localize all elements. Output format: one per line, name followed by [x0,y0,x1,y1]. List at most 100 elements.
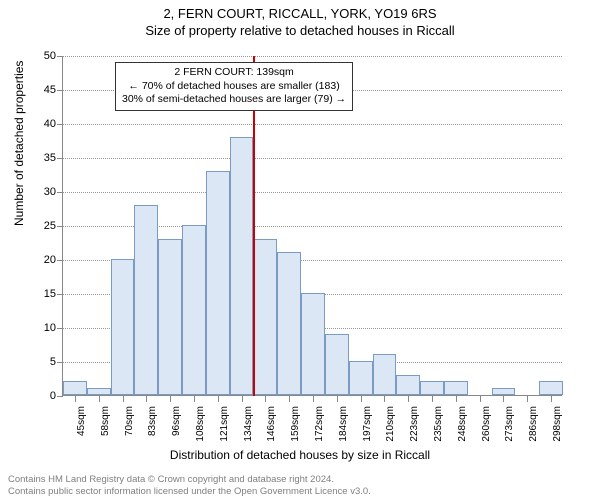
x-tick [75,396,76,402]
x-tick [337,396,338,402]
x-tick [480,396,481,402]
x-tick-label: 184sqm [338,406,349,442]
page-subtitle: Size of property relative to detached ho… [0,23,600,38]
x-tick [313,396,314,402]
y-tick-label: 50 [26,50,56,62]
histogram-bar [63,381,87,395]
grid-line [63,192,562,193]
x-tick [265,396,266,402]
x-tick [551,396,552,402]
y-tick [57,158,63,159]
x-tick-label: 248sqm [457,406,468,442]
y-tick [57,124,63,125]
y-axis-title: Number of detached properties [12,61,26,226]
histogram-bar [182,225,206,395]
x-tick [123,396,124,402]
histogram-bar [253,239,277,395]
x-tick [170,396,171,402]
x-tick [289,396,290,402]
histogram-bar [539,381,563,395]
x-tick [194,396,195,402]
y-tick-label: 5 [26,356,56,368]
annotation-line: 2 FERN COURT: 139sqm [122,66,346,80]
histogram-bar [325,334,349,395]
y-tick-label: 0 [26,390,56,402]
y-tick [57,192,63,193]
y-tick-label: 25 [26,220,56,232]
histogram-bar [492,388,516,395]
x-tick-label: 197sqm [362,406,373,442]
x-tick [218,396,219,402]
y-tick-label: 30 [26,186,56,198]
x-tick-label: 223sqm [409,406,420,442]
x-tick-label: 273sqm [504,406,515,442]
x-tick-label: 298sqm [552,406,563,442]
histogram-bar [373,354,397,395]
page-title: 2, FERN COURT, RICCALL, YORK, YO19 6RS [0,6,600,21]
x-tick [384,396,385,402]
annotation-box: 2 FERN COURT: 139sqm← 70% of detached ho… [115,62,353,111]
y-tick-label: 15 [26,288,56,300]
y-tick-label: 20 [26,254,56,266]
x-tick [242,396,243,402]
histogram-bar [158,239,182,395]
x-tick [99,396,100,402]
x-tick [456,396,457,402]
x-tick-label: 172sqm [314,406,325,442]
histogram-bar [301,293,325,395]
histogram-bar [444,381,468,395]
y-tick-label: 45 [26,84,56,96]
y-tick [57,396,63,397]
x-tick-label: 260sqm [481,406,492,442]
histogram-bar [277,252,301,395]
y-tick-label: 35 [26,152,56,164]
plot-region: 45sqm58sqm70sqm83sqm96sqm108sqm121sqm134… [62,56,562,396]
histogram-bar [87,388,111,395]
histogram-bar [420,381,444,395]
histogram-bar [349,361,373,395]
annotation-line: 30% of semi-detached houses are larger (… [122,93,346,107]
y-tick [57,226,63,227]
y-tick [57,362,63,363]
x-tick [146,396,147,402]
x-tick-label: 235sqm [433,406,444,442]
histogram-bar [396,375,420,395]
x-tick-label: 134sqm [243,406,254,442]
x-tick-label: 146sqm [266,406,277,442]
footer: Contains HM Land Registry data © Crown c… [8,474,592,498]
histogram-bar [230,137,254,395]
histogram-bar [206,171,230,395]
x-tick-label: 58sqm [100,406,111,436]
x-tick-label: 45sqm [76,406,87,436]
y-tick [57,90,63,91]
x-tick-label: 70sqm [124,406,135,436]
grid-line [63,158,562,159]
grid-line [63,124,562,125]
x-tick [503,396,504,402]
grid-line [63,56,562,57]
x-tick-label: 159sqm [290,406,301,442]
y-tick-label: 40 [26,118,56,130]
histogram-bar [134,205,158,395]
y-tick [57,294,63,295]
footer-line-1: Contains HM Land Registry data © Crown c… [8,474,592,486]
x-tick [361,396,362,402]
x-tick-label: 121sqm [219,406,230,442]
y-tick [57,260,63,261]
y-tick [57,328,63,329]
footer-line-2: Contains public sector information licen… [8,486,592,498]
x-tick [527,396,528,402]
x-tick-label: 83sqm [147,406,158,436]
x-tick [408,396,409,402]
y-tick-label: 10 [26,322,56,334]
histogram-chart: 45sqm58sqm70sqm83sqm96sqm108sqm121sqm134… [62,56,562,396]
histogram-bar [111,259,135,395]
x-tick-label: 286sqm [528,406,539,442]
x-tick-label: 108sqm [195,406,206,442]
x-axis-title: Distribution of detached houses by size … [0,448,600,462]
y-tick [57,56,63,57]
annotation-line: ← 70% of detached houses are smaller (18… [122,80,346,94]
x-tick [432,396,433,402]
x-tick-label: 210sqm [385,406,396,442]
x-tick-label: 96sqm [171,406,182,436]
